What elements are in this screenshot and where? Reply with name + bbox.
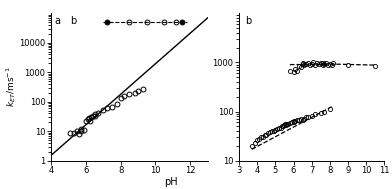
- Text: b: b: [70, 16, 76, 26]
- Text: pH: pH: [164, 177, 177, 187]
- Y-axis label: $k_{ET}$/ms$^{-1}$: $k_{ET}$/ms$^{-1}$: [4, 67, 18, 107]
- Text: a: a: [54, 16, 60, 26]
- Text: b: b: [245, 16, 251, 26]
